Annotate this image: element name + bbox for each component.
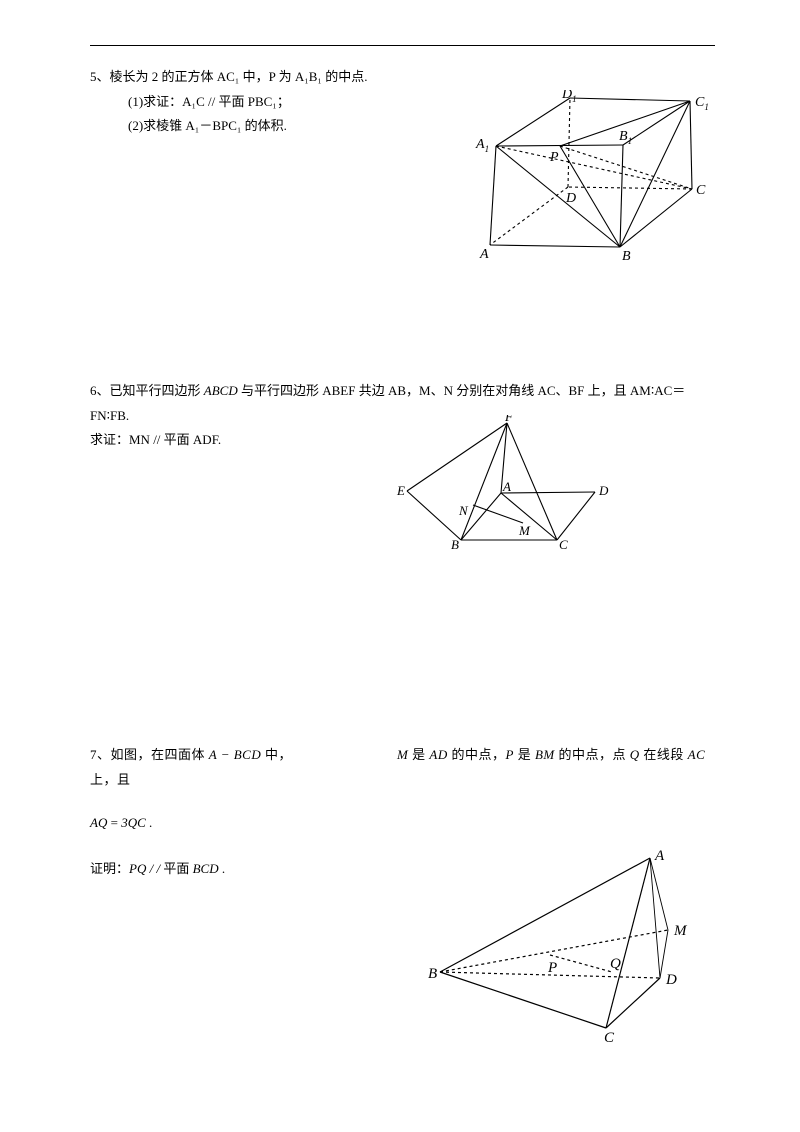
svg-text:B1: B1	[619, 129, 632, 146]
figure-7: A M D B C P Q	[420, 850, 700, 1050]
figure-5: A B C D A1 B1 C1 D1 P	[470, 90, 720, 260]
svg-text:M: M	[518, 523, 531, 538]
svg-text:A: A	[502, 479, 511, 494]
svg-text:P: P	[549, 150, 559, 165]
svg-text:D: D	[665, 972, 677, 988]
p7-line2: AQ = 3QC .	[90, 811, 715, 836]
svg-text:N: N	[458, 503, 469, 518]
p6-text: 6、已知平行四边形	[90, 383, 204, 398]
svg-text:D1: D1	[561, 90, 577, 104]
svg-text:B: B	[622, 249, 631, 260]
svg-text:F: F	[504, 415, 514, 424]
p6-math: ABCD	[204, 383, 238, 398]
svg-text:A1: A1	[475, 137, 489, 154]
svg-text:B: B	[428, 966, 437, 982]
svg-text:Q: Q	[610, 956, 621, 972]
figure-6: F E A D B C N M	[395, 415, 615, 565]
svg-text:P: P	[547, 960, 557, 976]
svg-text:C: C	[604, 1030, 615, 1046]
svg-text:M: M	[673, 923, 688, 939]
p5-line1: 5、棱长为 2 的正方体 AC₁ 中，P 为 A₁B₁ 的中点.	[90, 65, 715, 90]
svg-text:C: C	[559, 537, 568, 552]
svg-text:C1: C1	[695, 95, 709, 112]
svg-text:E: E	[396, 483, 405, 498]
svg-text:A: A	[479, 247, 489, 260]
top-rule	[90, 45, 715, 46]
svg-text:B: B	[451, 537, 459, 552]
svg-text:D: D	[565, 191, 576, 206]
p7-line1: 7、如图，在四面体 A − BCD 中，M 是 AD 的中点，P 是 BM 的中…	[90, 743, 715, 792]
svg-text:D: D	[598, 483, 609, 498]
svg-text:A: A	[654, 850, 665, 864]
svg-text:C: C	[696, 183, 706, 198]
